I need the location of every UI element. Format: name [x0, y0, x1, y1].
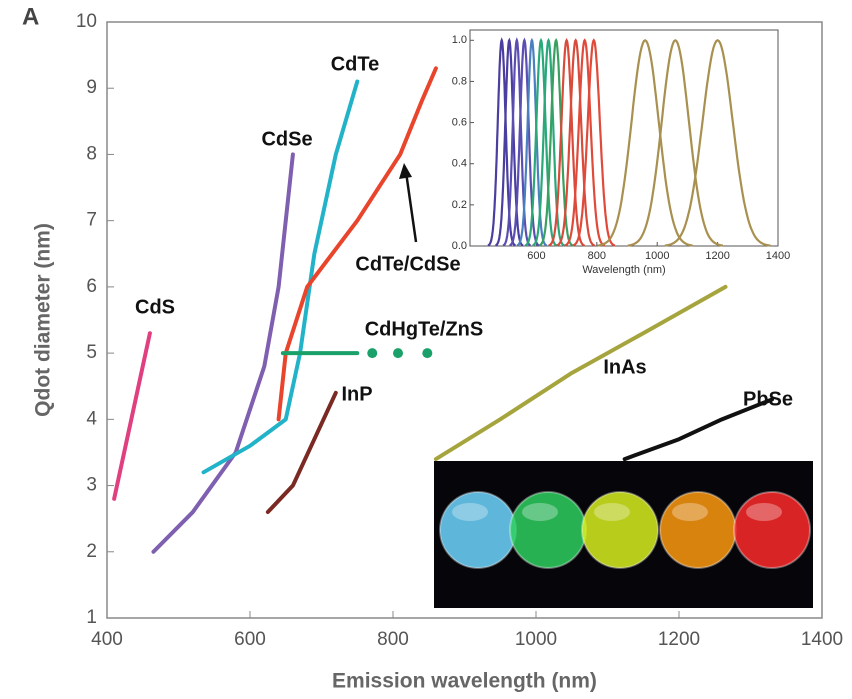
y-tick-label: 8: [86, 143, 97, 164]
x-tick-label: 600: [234, 629, 266, 650]
vial-rim: [733, 491, 811, 569]
x-tick-label: 400: [91, 629, 123, 650]
series-label: CdSe: [261, 128, 312, 150]
x-tick-label: 1200: [658, 629, 700, 650]
series-label: CdS: [135, 296, 175, 318]
inset-y-tick-label: 0.0: [452, 240, 467, 252]
series-line: [622, 397, 774, 462]
y-tick-label: 10: [76, 11, 97, 32]
inset-x-tick-label: 1400: [766, 250, 790, 262]
spectrum-peak: [627, 38, 724, 247]
inset-x-tick-label: 1200: [705, 250, 729, 262]
inset-y-tick-label: 0.2: [452, 199, 467, 211]
y-tick-label: 5: [86, 342, 97, 363]
series-label: InP: [341, 383, 372, 405]
annotation-arrow: [404, 171, 418, 243]
spectrum-peak: [516, 37, 548, 247]
photo-inset: [434, 461, 813, 608]
spectrum-peak: [597, 38, 693, 247]
vial-highlight: [594, 503, 630, 521]
series-line: [265, 390, 338, 515]
x-tick-label: 1000: [515, 629, 557, 650]
series-line: [276, 66, 438, 422]
inset-x-tick-label: 600: [527, 250, 545, 262]
series-dot: [393, 348, 404, 359]
vial-highlight: [746, 503, 782, 521]
series-line: [433, 284, 728, 462]
spectrum-peak: [502, 37, 532, 247]
panel-label: A: [22, 3, 39, 30]
y-tick-label: 7: [86, 210, 97, 231]
inset-y-tick-label: 1.0: [452, 34, 467, 46]
inset-x-tick-label: 800: [588, 250, 606, 262]
spectrum-peak: [556, 38, 596, 247]
spectrum-peak: [487, 37, 517, 247]
plot-frame: [106, 21, 823, 619]
vial-rim: [581, 491, 659, 569]
y-axis-title: Qdot diameter (nm): [32, 223, 55, 417]
spectrum-peak: [564, 38, 606, 247]
vial: [734, 492, 810, 568]
vial: [660, 492, 736, 568]
x-axis-title: Emission wavelength (nm): [332, 670, 597, 693]
spectrum-peak: [495, 37, 524, 247]
inset-x-title: Wavelength (nm): [582, 264, 665, 276]
series-label: CdHgTe/ZnS: [365, 318, 484, 340]
vial: [440, 492, 516, 568]
vial-highlight: [452, 503, 488, 521]
spectrum-peak: [532, 37, 565, 247]
spectrum-peak: [572, 38, 616, 247]
series-label: CdTe/CdSe: [355, 253, 460, 275]
y-tick-label: 6: [86, 276, 97, 297]
vial-highlight: [672, 503, 708, 521]
inset-y-tick-label: 0.4: [452, 158, 467, 170]
series-label: PbSe: [743, 388, 793, 410]
spectrum-peak: [524, 37, 558, 247]
series-label: CdTe: [331, 53, 380, 75]
y-tick-label: 3: [86, 475, 97, 496]
inset-y-tick-label: 0.8: [452, 75, 467, 87]
spectrum-peak: [538, 38, 574, 247]
x-tick-label: 1400: [801, 629, 843, 650]
series-line: [112, 331, 152, 501]
vial: [582, 492, 658, 568]
y-tick-label: 4: [86, 408, 97, 429]
arrow-head: [399, 163, 412, 179]
series-dot: [367, 348, 378, 359]
series-line: [151, 152, 295, 554]
vial-highlight: [522, 503, 558, 521]
inset-y-tick-label: 0.6: [452, 116, 467, 128]
y-tick-label: 2: [86, 541, 97, 562]
series-label: InAs: [603, 356, 646, 378]
x-tick-label: 800: [377, 629, 409, 650]
inset-x-tick-label: 1000: [645, 250, 669, 262]
spectrum-peak: [664, 39, 771, 247]
spectrum-peak: [508, 37, 540, 247]
y-tick-label: 9: [86, 77, 97, 98]
vial: [510, 492, 586, 568]
series-dot: [422, 348, 433, 359]
y-tick-label: 1: [86, 607, 97, 628]
